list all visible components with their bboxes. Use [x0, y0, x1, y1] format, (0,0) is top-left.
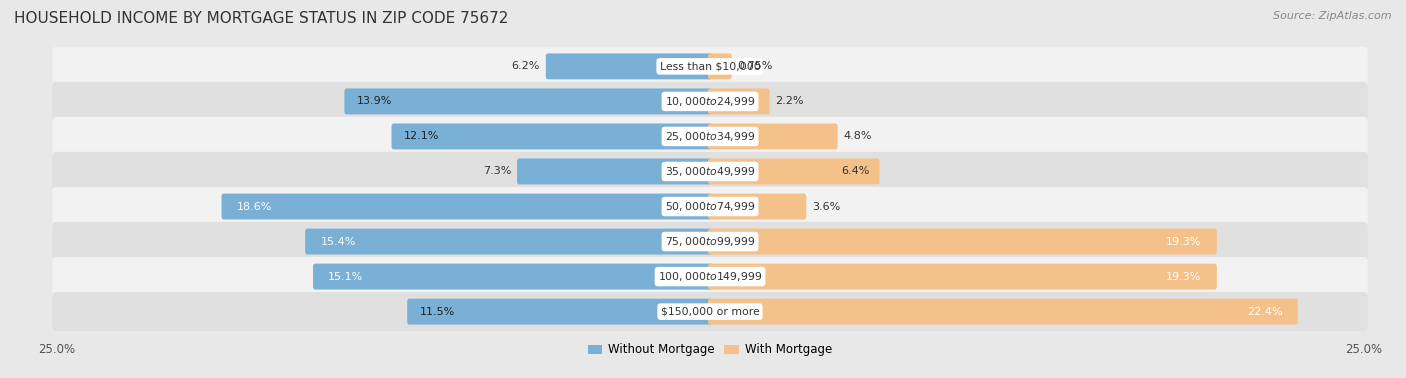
Text: 11.5%: 11.5% — [420, 307, 456, 317]
FancyBboxPatch shape — [52, 117, 1368, 156]
FancyBboxPatch shape — [344, 88, 711, 115]
Text: $10,000 to $24,999: $10,000 to $24,999 — [665, 95, 755, 108]
Text: 15.4%: 15.4% — [321, 237, 356, 246]
Text: $50,000 to $74,999: $50,000 to $74,999 — [665, 200, 755, 213]
FancyBboxPatch shape — [709, 229, 1216, 254]
Text: Source: ZipAtlas.com: Source: ZipAtlas.com — [1274, 11, 1392, 21]
Text: 12.1%: 12.1% — [404, 132, 440, 141]
FancyBboxPatch shape — [305, 229, 711, 254]
FancyBboxPatch shape — [391, 124, 711, 149]
FancyBboxPatch shape — [52, 82, 1368, 121]
FancyBboxPatch shape — [52, 257, 1368, 296]
FancyBboxPatch shape — [222, 194, 711, 220]
Text: Less than $10,000: Less than $10,000 — [659, 61, 761, 71]
Text: 3.6%: 3.6% — [813, 201, 841, 212]
FancyBboxPatch shape — [546, 53, 711, 79]
FancyBboxPatch shape — [52, 222, 1368, 261]
Text: $35,000 to $49,999: $35,000 to $49,999 — [665, 165, 755, 178]
Text: 7.3%: 7.3% — [482, 166, 512, 177]
FancyBboxPatch shape — [709, 194, 806, 220]
FancyBboxPatch shape — [709, 299, 1298, 325]
Legend: Without Mortgage, With Mortgage: Without Mortgage, With Mortgage — [583, 339, 837, 361]
Text: $25,000 to $34,999: $25,000 to $34,999 — [665, 130, 755, 143]
Text: $150,000 or more: $150,000 or more — [661, 307, 759, 317]
Text: HOUSEHOLD INCOME BY MORTGAGE STATUS IN ZIP CODE 75672: HOUSEHOLD INCOME BY MORTGAGE STATUS IN Z… — [14, 11, 509, 26]
Text: 15.1%: 15.1% — [328, 271, 364, 282]
FancyBboxPatch shape — [709, 53, 731, 79]
Text: 0.75%: 0.75% — [738, 61, 773, 71]
Text: 4.8%: 4.8% — [844, 132, 872, 141]
Text: 18.6%: 18.6% — [236, 201, 273, 212]
FancyBboxPatch shape — [52, 187, 1368, 226]
Text: 22.4%: 22.4% — [1247, 307, 1282, 317]
FancyBboxPatch shape — [408, 299, 711, 325]
FancyBboxPatch shape — [314, 263, 711, 290]
FancyBboxPatch shape — [52, 292, 1368, 331]
FancyBboxPatch shape — [709, 124, 838, 149]
Text: $100,000 to $149,999: $100,000 to $149,999 — [658, 270, 762, 283]
Text: 13.9%: 13.9% — [357, 96, 392, 107]
Text: 19.3%: 19.3% — [1167, 237, 1202, 246]
Text: $75,000 to $99,999: $75,000 to $99,999 — [665, 235, 755, 248]
FancyBboxPatch shape — [52, 152, 1368, 191]
FancyBboxPatch shape — [709, 88, 769, 115]
Text: 6.2%: 6.2% — [512, 61, 540, 71]
Text: 2.2%: 2.2% — [776, 96, 804, 107]
Text: 6.4%: 6.4% — [841, 166, 869, 177]
FancyBboxPatch shape — [709, 158, 880, 184]
Text: 19.3%: 19.3% — [1167, 271, 1202, 282]
FancyBboxPatch shape — [709, 263, 1216, 290]
FancyBboxPatch shape — [517, 158, 711, 184]
FancyBboxPatch shape — [52, 47, 1368, 86]
